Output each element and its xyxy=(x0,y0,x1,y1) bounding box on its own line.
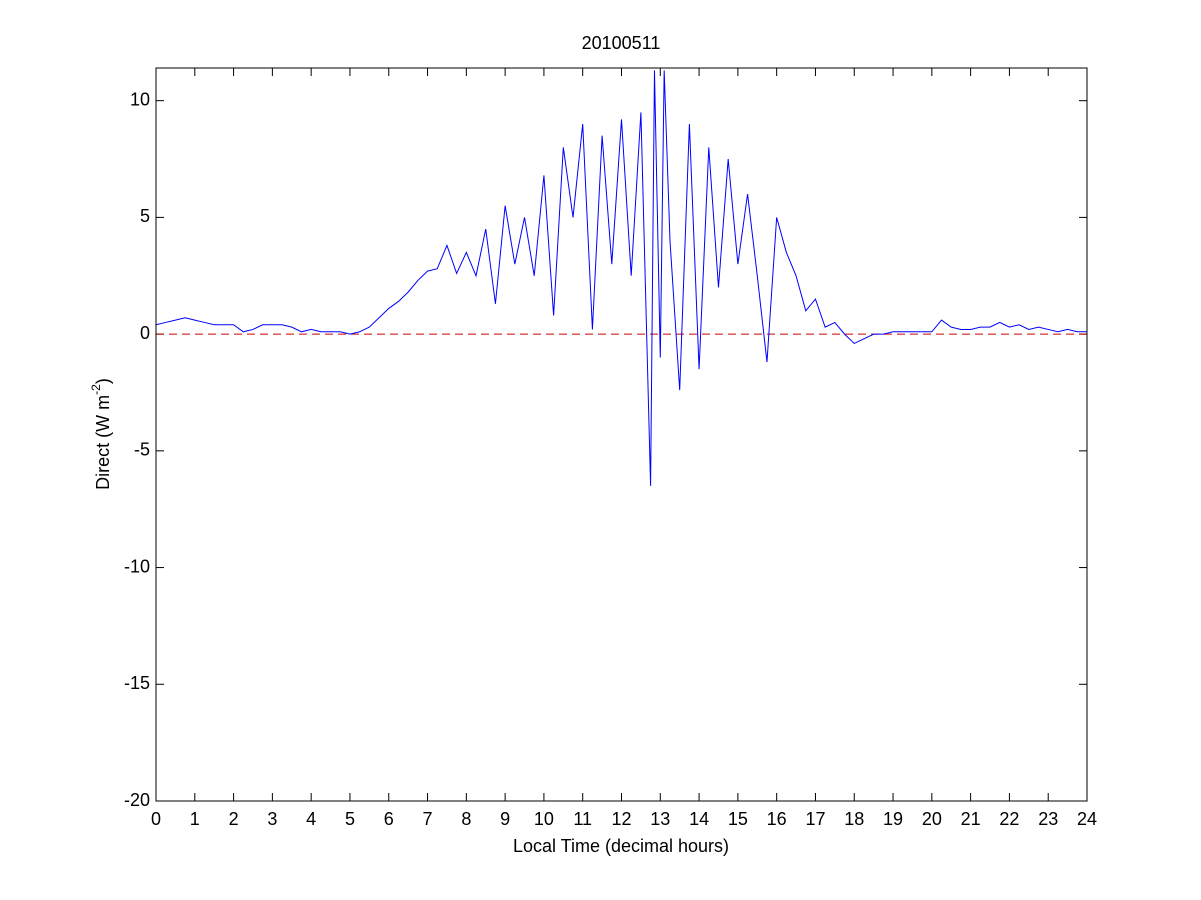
x-tick-label: 1 xyxy=(190,809,200,829)
x-tick-label: 24 xyxy=(1077,809,1097,829)
x-tick-label: 20 xyxy=(922,809,942,829)
y-label-main: Direct (W m xyxy=(93,395,113,490)
x-tick-label: 8 xyxy=(461,809,471,829)
x-tick-label: 0 xyxy=(151,809,161,829)
x-tick-label: 3 xyxy=(267,809,277,829)
y-tick-label: -20 xyxy=(124,790,150,810)
x-tick-label: 11 xyxy=(573,809,592,829)
y-tick-label: -10 xyxy=(124,556,150,576)
x-tick-label: 10 xyxy=(534,809,554,829)
x-tick-label: 9 xyxy=(500,809,510,829)
chart-title: 20100511 xyxy=(582,33,661,53)
y-label-end: ) xyxy=(93,378,113,384)
x-tick-label: 18 xyxy=(844,809,864,829)
y-label-sup: -2 xyxy=(89,384,103,395)
x-tick-label: 4 xyxy=(306,809,316,829)
x-tick-label: 13 xyxy=(650,809,670,829)
x-tick-label: 12 xyxy=(611,809,631,829)
x-tick-label: 16 xyxy=(767,809,787,829)
x-tick-label: 15 xyxy=(728,809,748,829)
y-tick-label: 10 xyxy=(130,89,150,109)
x-tick-label: 6 xyxy=(384,809,394,829)
y-tick-label: 5 xyxy=(140,206,150,226)
y-tick-label: 0 xyxy=(140,323,150,343)
x-tick-label: 23 xyxy=(1038,809,1058,829)
x-tick-label: 22 xyxy=(999,809,1019,829)
y-axis-label: Direct (W m-2) xyxy=(89,378,113,490)
x-tick-label: 19 xyxy=(883,809,903,829)
x-tick-label: 21 xyxy=(961,809,981,829)
x-tick-label: 14 xyxy=(689,809,709,829)
plot-frame xyxy=(155,67,1088,802)
data-line xyxy=(155,70,1087,486)
y-tick-label: -5 xyxy=(134,440,150,460)
x-tick-label: 2 xyxy=(229,809,239,829)
x-axis-label: Local Time (decimal hours) xyxy=(513,836,729,856)
x-tick-label: 17 xyxy=(805,809,825,829)
x-tick-label: 7 xyxy=(423,809,433,829)
y-tick-label: -15 xyxy=(124,673,150,693)
x-tick-label: 5 xyxy=(345,809,355,829)
